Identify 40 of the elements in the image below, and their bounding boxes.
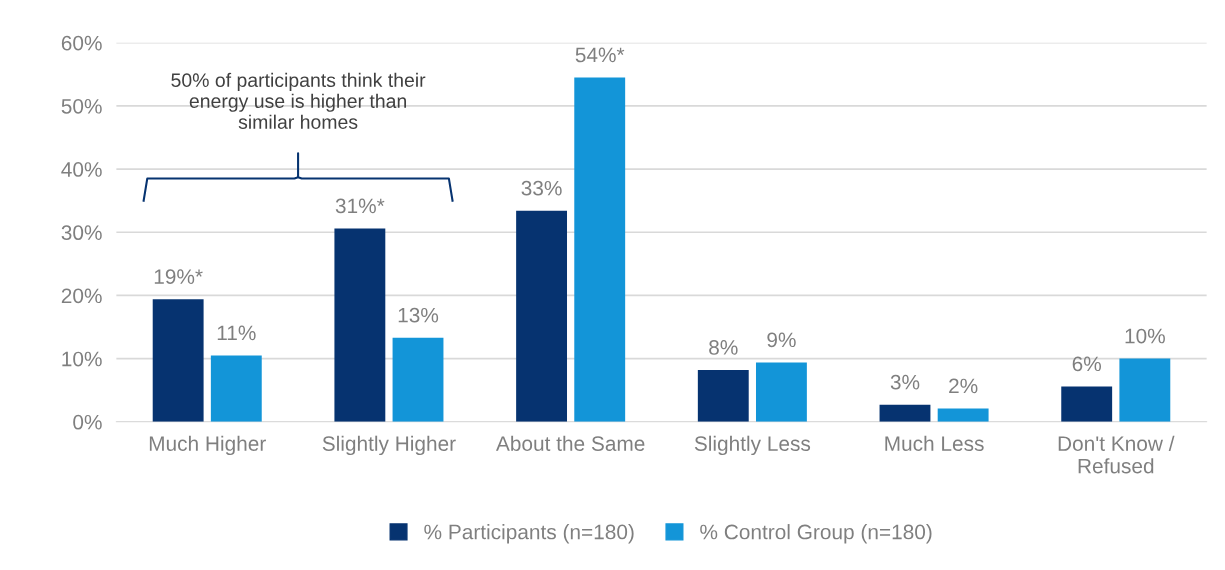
- x-tick-label: Don't Know / Refused: [1058, 435, 1175, 474]
- x-tick-label: About the Same: [495, 435, 645, 451]
- data-label: 9%: [767, 332, 796, 348]
- data-label: 11%: [217, 325, 256, 341]
- bar: [574, 77, 626, 422]
- bar: [152, 299, 204, 422]
- data-label: 2%: [949, 378, 978, 394]
- y-tick-label: 20%: [61, 288, 102, 304]
- bar: [210, 355, 262, 422]
- bar: [516, 210, 568, 422]
- x-tick-label: Much Higher: [149, 435, 266, 456]
- y-tick-label: 50%: [61, 98, 102, 114]
- bar: [879, 404, 931, 422]
- bar: [392, 337, 444, 422]
- y-tick-label: 0%: [73, 414, 102, 430]
- x-tick-label: Slightly Higher: [322, 435, 456, 456]
- annotation: 50% of participants think their energy use is higher than similar homes: [171, 72, 426, 129]
- y-tick-label: 10%: [62, 351, 102, 367]
- y-tick-label: 30%: [61, 225, 102, 241]
- data-label: 6%: [1072, 356, 1102, 372]
- bar: [755, 362, 807, 422]
- y-tick-label: 60%: [61, 35, 102, 51]
- data-label: 54%*: [575, 47, 625, 63]
- data-label: 3%: [890, 374, 920, 390]
- legend-label: % Control Group (n=180): [700, 524, 932, 544]
- bar: [937, 408, 989, 422]
- bar: [1061, 386, 1113, 422]
- bar: [697, 370, 749, 422]
- data-label: 8%: [709, 340, 738, 355]
- bar: [334, 228, 386, 422]
- x-tick-label: Slightly Less: [694, 435, 811, 456]
- data-label: 13%: [398, 307, 439, 323]
- legend-label: % Participants (n=180): [424, 524, 634, 544]
- y-tick-label: 40%: [61, 162, 102, 177]
- data-label: 31%*: [335, 198, 385, 214]
- x-tick-label: Much Less: [885, 435, 984, 451]
- data-label: 19%*: [154, 269, 203, 285]
- data-label: 10%: [1125, 328, 1165, 344]
- bar: [1119, 358, 1171, 422]
- data-label: 33%: [521, 180, 562, 196]
